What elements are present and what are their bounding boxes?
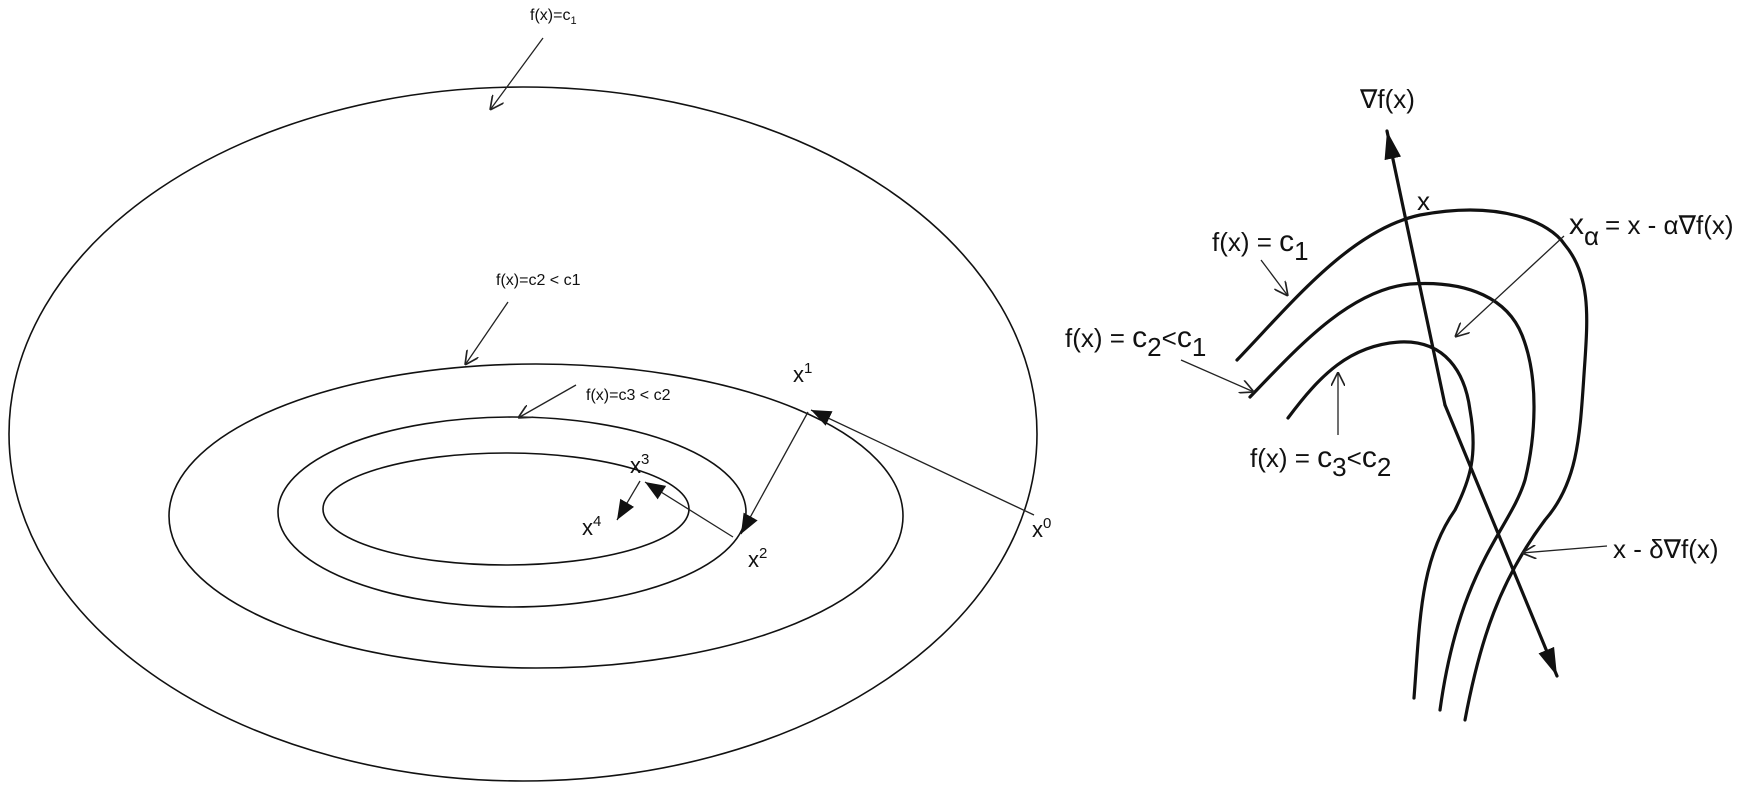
label-right-c3: f(x) = c3<c2 [1250,441,1391,482]
step-x1-x2 [740,411,809,535]
level-set-c2 [168,363,904,669]
right-panel: ∇f(x) x f(x) = c1 f(x) = c2<c1 f(x) = c3… [1065,84,1734,722]
step-x3-x4 [616,480,641,521]
c1-pointer [490,37,544,110]
gradient-arrow [1384,129,1447,407]
label-c3: f(x)=c3 < c2 [586,387,671,404]
level-set-c3 [277,416,747,608]
label-x-delta: x - δ∇f(x) [1613,534,1719,564]
c1-pointer-right [1260,259,1288,296]
label-x4: x4 [582,513,601,540]
c2-pointer-right [1180,359,1254,392]
label-c2: f(x)=c2 < c1 [496,272,581,289]
c2-pointer [465,301,509,365]
level-set-c1 [8,86,1038,782]
level-curve-c2 [1248,281,1536,712]
label-c1: f(x)=c1 [530,7,577,27]
c3-pointer [518,384,577,418]
label-right-c2: f(x) = c2<c1 [1065,321,1206,362]
left-panel: f(x)=c1 f(x)=c2 < c1 f(x)=c3 < c2 x0 x1 … [8,7,1051,782]
descent-arrow [1443,403,1559,678]
label-x0: x0 [1032,515,1051,542]
label-x1: x1 [793,360,812,387]
label-x-alpha: xα = x - α∇f(x) [1569,208,1734,251]
label-gradient: ∇f(x) [1359,84,1415,114]
label-x3: x3 [630,451,649,478]
step-x2-x3 [644,481,734,538]
label-x2: x2 [748,545,767,572]
x-delta-pointer [1522,546,1608,553]
label-point-x: x [1417,186,1430,216]
label-right-c1: f(x) = c1 [1212,225,1309,266]
x-alpha-pointer [1455,235,1565,337]
level-curve-c3 [1286,340,1475,700]
step-x0-x1 [810,409,1035,516]
